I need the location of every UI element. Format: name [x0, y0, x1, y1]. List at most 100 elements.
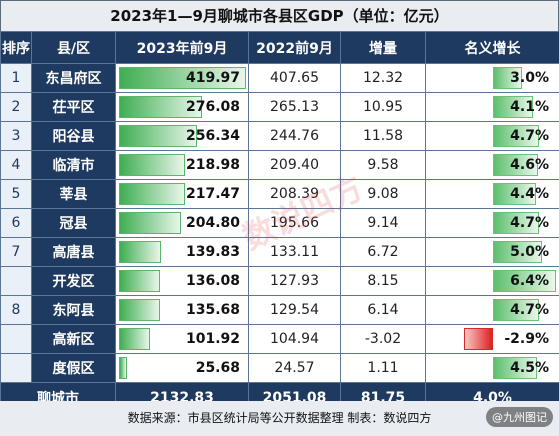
growth-value: 4.7% [510, 302, 549, 318]
table-row: 1 东昌府区 419.97 407.65 12.32 3.0% [0, 63, 559, 93]
growth-bar [492, 357, 538, 379]
gdp2022-cell: 209.40 [248, 150, 341, 180]
gdp2023-value: 276.08 [185, 99, 240, 115]
growth-cell: -2.9% [425, 324, 559, 354]
gdp2023-cell: 217.47 [115, 179, 249, 209]
delta-cell: 10.95 [340, 92, 426, 122]
gdp2023-cell: 218.98 [115, 150, 249, 180]
table-row: 开发区 136.08 127.93 8.15 6.4% [0, 266, 559, 296]
growth-value: 3.0% [510, 70, 549, 86]
table-row: 高新区 101.92 104.94 -3.02 -2.9% [0, 324, 559, 354]
growth-value: 4.7% [510, 128, 549, 144]
table-row: 5 莘县 217.47 208.39 9.08 4.4% [0, 179, 559, 209]
growth-value: 5.0% [510, 244, 549, 260]
growth-bar [492, 67, 523, 89]
table-row: 7 高唐县 139.83 133.11 6.72 5.0% [0, 237, 559, 267]
growth-cell: 6.4% [425, 266, 559, 296]
county-name-cell: 冠县 [31, 208, 116, 238]
gdp2023-cell: 135.68 [115, 295, 249, 325]
table-row: 4 临清市 218.98 209.40 9.58 4.6% [0, 150, 559, 180]
county-name-cell: 东阿县 [31, 295, 116, 325]
growth-cell: 4.1% [425, 92, 559, 122]
county-name-cell: 茌平区 [31, 92, 116, 122]
delta-cell: 11.58 [340, 121, 426, 151]
gdp2022-cell: 127.93 [248, 266, 341, 296]
rank-cell: 5 [0, 179, 32, 209]
header-gdp2022: 2022前9月 [248, 31, 341, 64]
delta-cell: 6.72 [340, 237, 426, 267]
gdp2023-value: 25.68 [195, 360, 240, 376]
county-name-cell: 度假区 [31, 353, 116, 383]
rank-cell: 7 [0, 237, 32, 267]
gdp2022-cell: 133.11 [248, 237, 341, 267]
gdp2023-value: 139.83 [185, 244, 240, 260]
gdp-table: 排序 县/区 2023年前9月 2022前9月 增量 名义增长 1 东昌府区 419… [0, 31, 559, 414]
growth-bar [492, 299, 540, 321]
growth-bar [492, 154, 539, 176]
rank-cell [0, 266, 32, 296]
county-name-cell: 开发区 [31, 266, 116, 296]
rank-cell: 6 [0, 208, 32, 238]
growth-cell: 5.0% [425, 237, 559, 267]
growth-cell: 4.7% [425, 208, 559, 238]
growth-value: -2.9% [504, 331, 549, 347]
growth-bar [463, 328, 493, 350]
gdp2022-cell: 407.65 [248, 63, 341, 93]
rank-cell: 2 [0, 92, 32, 122]
gdp-bar [119, 125, 197, 147]
growth-cell: 4.4% [425, 179, 559, 209]
gdp2023-value: 135.68 [185, 302, 240, 318]
table-row: 2 茌平区 276.08 265.13 10.95 4.1% [0, 92, 559, 122]
growth-value: 4.6% [510, 157, 549, 173]
growth-value: 4.4% [510, 186, 549, 202]
gdp-bar [119, 357, 127, 379]
gdp-bar [119, 212, 181, 234]
gdp2022-cell: 129.54 [248, 295, 341, 325]
header-delta: 增量 [340, 31, 426, 64]
gdp2023-value: 217.47 [185, 186, 240, 202]
gdp2023-cell: 101.92 [115, 324, 249, 354]
header-growth: 名义增长 [425, 31, 559, 64]
table-row: 3 阳谷县 256.34 244.76 11.58 4.7% [0, 121, 559, 151]
delta-cell: 12.32 [340, 63, 426, 93]
gdp-bar [119, 328, 150, 350]
growth-value: 4.7% [510, 215, 549, 231]
gdp-bar [119, 67, 246, 89]
growth-cell: 4.5% [425, 353, 559, 383]
gdp2023-cell: 276.08 [115, 92, 249, 122]
gdp2023-cell: 25.68 [115, 353, 249, 383]
header-row: 排序 县/区 2023年前9月 2022前9月 增量 名义增长 [0, 31, 559, 64]
gdp2022-cell: 195.66 [248, 208, 341, 238]
gdp2023-value: 101.92 [185, 331, 240, 347]
delta-cell: 8.15 [340, 266, 426, 296]
table-row: 度假区 25.68 24.57 1.11 4.5% [0, 353, 559, 383]
growth-cell: 3.0% [425, 63, 559, 93]
rank-cell [0, 324, 32, 354]
table-row: 6 冠县 204.80 195.66 9.14 4.7% [0, 208, 559, 238]
growth-bar [492, 183, 537, 205]
growth-value: 4.1% [510, 99, 549, 115]
gdp2023-value: 218.98 [185, 157, 240, 173]
growth-bar [492, 125, 540, 147]
gdp-bar [119, 183, 185, 205]
county-name-cell: 临清市 [31, 150, 116, 180]
growth-value: 4.5% [510, 360, 549, 376]
gdp-bar [119, 270, 161, 292]
header-rank: 排序 [0, 31, 32, 64]
header-county: 县/区 [31, 31, 116, 64]
growth-cell: 4.7% [425, 121, 559, 151]
gdp2022-cell: 208.39 [248, 179, 341, 209]
gdp2023-cell: 136.08 [115, 266, 249, 296]
gdp2023-cell: 419.97 [115, 63, 249, 93]
rank-cell: 1 [0, 63, 32, 93]
gdp-bar [119, 96, 203, 118]
delta-cell: 9.58 [340, 150, 426, 180]
county-name-cell: 莘县 [31, 179, 116, 209]
gdp2023-value: 256.34 [185, 128, 240, 144]
growth-cell: 4.7% [425, 295, 559, 325]
table-body: 1 东昌府区 419.97 407.65 12.32 3.0% 2 茌平区 276.08 265.… [0, 63, 559, 383]
growth-bar [492, 212, 540, 234]
gdp2023-value: 204.80 [185, 215, 240, 231]
delta-cell: -3.02 [340, 324, 426, 354]
